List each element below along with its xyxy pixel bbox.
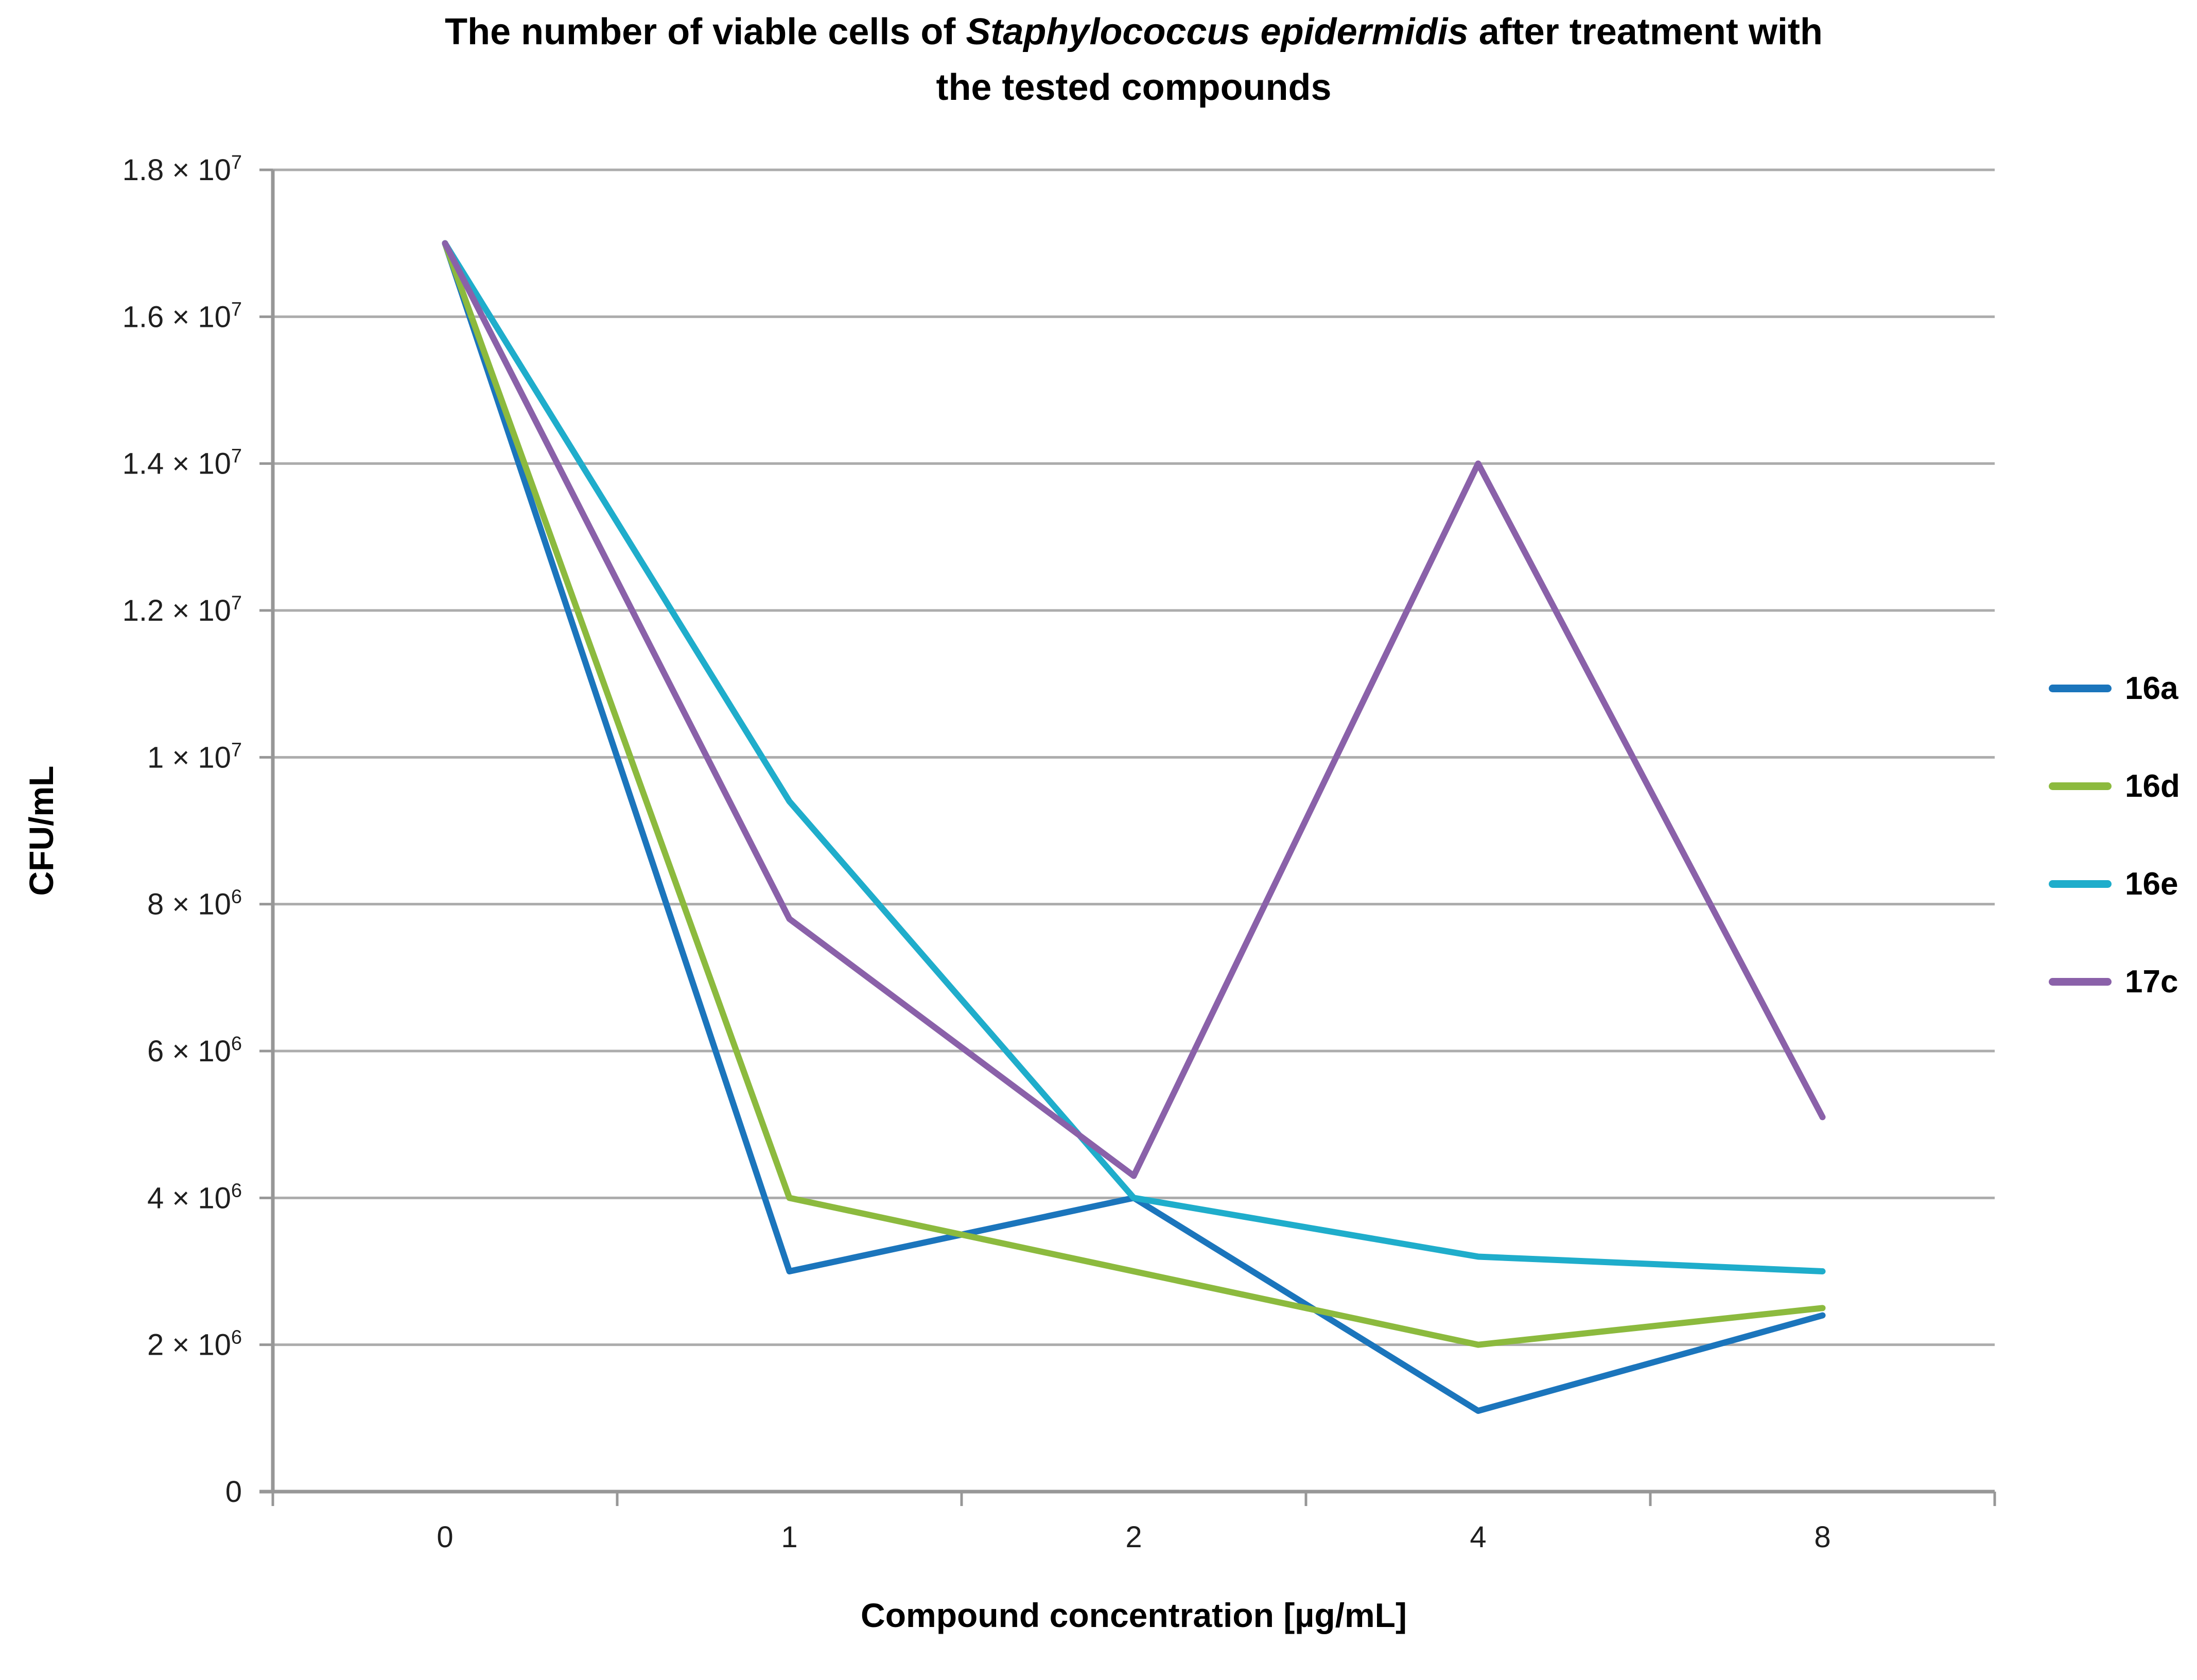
y-axis-ticks <box>259 168 273 1493</box>
legend-entry-16d: 16d <box>2049 768 2180 804</box>
y-tick-label: 2 × 106 <box>147 1327 242 1362</box>
legend-swatch-16d <box>2049 782 2112 790</box>
x-tick-label: 0 <box>437 1520 453 1554</box>
y-tick-label: 8 × 106 <box>147 886 242 921</box>
x-axis-ticks <box>271 1492 1996 1506</box>
chart-title-line2: the tested compounds <box>936 67 1332 108</box>
y-tick-label: 1.8 × 107 <box>123 152 242 187</box>
legend-entry-16a: 16a <box>2049 670 2180 706</box>
legend-swatch-17c <box>2049 977 2112 986</box>
legend-label-16d: 16d <box>2125 768 2180 804</box>
legend-label-16a: 16a <box>2125 670 2178 706</box>
x-tick-label: 4 <box>1470 1520 1486 1554</box>
legend-entry-16e: 16e <box>2049 866 2180 902</box>
series-line-16e <box>442 240 1826 1274</box>
x-tick-label: 8 <box>1814 1520 1830 1554</box>
y-tick-labels: 1.8 × 107 1.6 × 107 1.4 × 107 1.2 × 107 1 × … <box>123 152 242 1509</box>
legend: 16a 16d 16e 17c <box>2049 670 2180 1000</box>
x-tick-label: 2 <box>1125 1520 1142 1554</box>
legend-swatch-16e <box>2049 880 2112 888</box>
y-tick-label: 4 × 106 <box>147 1180 242 1215</box>
x-tick-label: 1 <box>781 1520 797 1554</box>
legend-swatch-16a <box>2049 684 2112 692</box>
y-tick-label: 1.2 × 107 <box>123 592 242 627</box>
y-tick-label: 1 × 107 <box>147 739 242 774</box>
chart-title: The number of viable cells of Staphyloco… <box>273 4 1995 115</box>
y-tick-label: 6 × 106 <box>147 1033 242 1068</box>
legend-label-17c: 17c <box>2125 964 2178 1000</box>
y-tick-label: 0 <box>225 1475 242 1509</box>
title-species-name: Staphylococcus epidermidis <box>966 11 1469 52</box>
x-axis-title: Compound concentration [µg/mL] <box>861 1596 1407 1634</box>
series-line-16d <box>442 240 1826 1348</box>
series-line-17c <box>442 240 1826 1179</box>
y-tick-label: 1.4 × 107 <box>123 446 242 481</box>
x-tick-labels: 0 1 2 4 8 <box>437 1520 1830 1554</box>
title-text-suffix: after treatment with <box>1468 11 1823 52</box>
legend-entry-17c: 17c <box>2049 964 2180 1000</box>
legend-label-16e: 16e <box>2125 866 2178 902</box>
y-tick-label: 1.6 × 107 <box>123 299 242 334</box>
series-line-16a <box>442 240 1826 1414</box>
gridlines <box>273 168 1995 1346</box>
chart-title-line1: The number of viable cells of Staphyloco… <box>273 4 1995 60</box>
title-text-prefix: The number of viable cells of <box>445 11 966 52</box>
